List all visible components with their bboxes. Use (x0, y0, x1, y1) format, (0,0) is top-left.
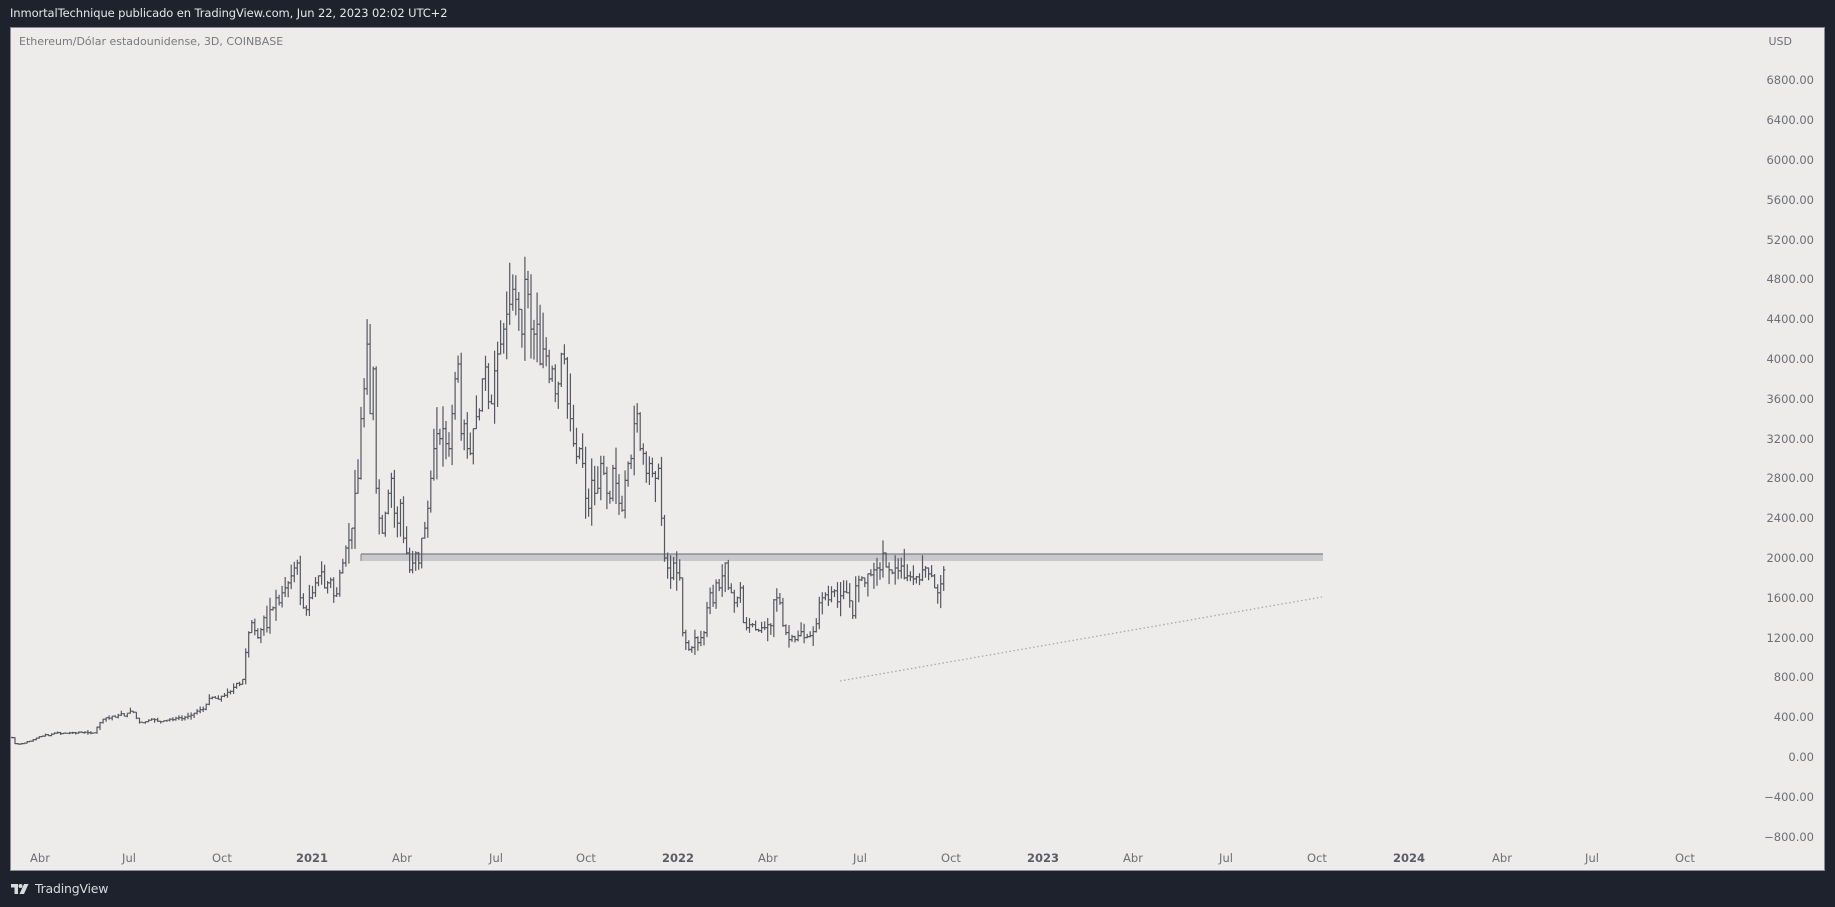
time-label: Abr (1492, 851, 1512, 865)
price-label: 1600.00 (1766, 590, 1814, 605)
price-label: 6000.00 (1766, 153, 1814, 167)
price-label: −800.00 (1764, 829, 1814, 844)
price-label: 6800.00 (1766, 73, 1814, 88)
price-label: 800.00 (1773, 670, 1814, 685)
time-label: Abr (1123, 851, 1143, 865)
tradingview-brand: TradingView (35, 881, 109, 896)
time-label: 2024 (1392, 851, 1426, 865)
time-label: Jul (853, 851, 867, 865)
price-label: 4400.00 (1766, 312, 1814, 327)
time-label: Jul (1219, 851, 1233, 865)
time-label: Oct (576, 851, 596, 865)
price-label: 0.00 (1788, 750, 1814, 764)
price-label: 6400.00 (1766, 113, 1814, 128)
time-label: Abr (30, 851, 50, 865)
support-trendline[interactable] (839, 596, 1323, 682)
time-label: Oct (1307, 851, 1327, 865)
time-label: Oct (212, 851, 232, 865)
price-label: 3600.00 (1766, 391, 1814, 406)
time-label: 2021 (295, 851, 329, 865)
time-label: Jul (1585, 851, 1599, 865)
price-label: −400.00 (1764, 789, 1814, 804)
tradingview-logo-icon (11, 883, 29, 894)
time-label: 2022 (661, 851, 695, 865)
time-label: Abr (758, 851, 778, 865)
symbol-legend[interactable]: Ethereum/Dólar estadounidense, 3D, COINB… (19, 35, 284, 48)
resistance-zone[interactable] (360, 553, 1323, 561)
price-label: 2400.00 (1766, 511, 1814, 526)
price-plot[interactable] (11, 28, 1824, 870)
footer: TradingView (10, 881, 109, 896)
price-label: 4800.00 (1766, 272, 1814, 287)
price-label: 5600.00 (1766, 192, 1814, 207)
time-label: Oct (1675, 851, 1695, 865)
price-label: 3200.00 (1766, 431, 1814, 446)
time-label: Abr (392, 851, 412, 865)
price-label: 2000.00 (1766, 551, 1814, 565)
price-label: 4000.00 (1766, 352, 1814, 366)
publish-header: InmortalTechnique publicado en TradingVi… (0, 0, 1835, 27)
time-label: Jul (122, 851, 136, 865)
price-label: 400.00 (1773, 710, 1814, 725)
time-label: Jul (489, 851, 503, 865)
time-label: 2023 (1026, 851, 1060, 865)
price-axis[interactable]: USD 6800.00 6400.00 6000.00 5600.00 5200.00 4… (1750, 28, 1824, 870)
currency-label: USD (1768, 35, 1792, 48)
publish-line: InmortalTechnique publicado en TradingVi… (10, 6, 448, 20)
ohlc-bars (11, 256, 946, 745)
price-label: 5200.00 (1766, 232, 1814, 247)
chart-panel[interactable]: Ethereum/Dólar estadounidense, 3D, COINB… (10, 27, 1825, 871)
price-label: 1200.00 (1766, 630, 1814, 645)
price-label: 2800.00 (1766, 471, 1814, 486)
time-label: Oct (941, 851, 961, 865)
